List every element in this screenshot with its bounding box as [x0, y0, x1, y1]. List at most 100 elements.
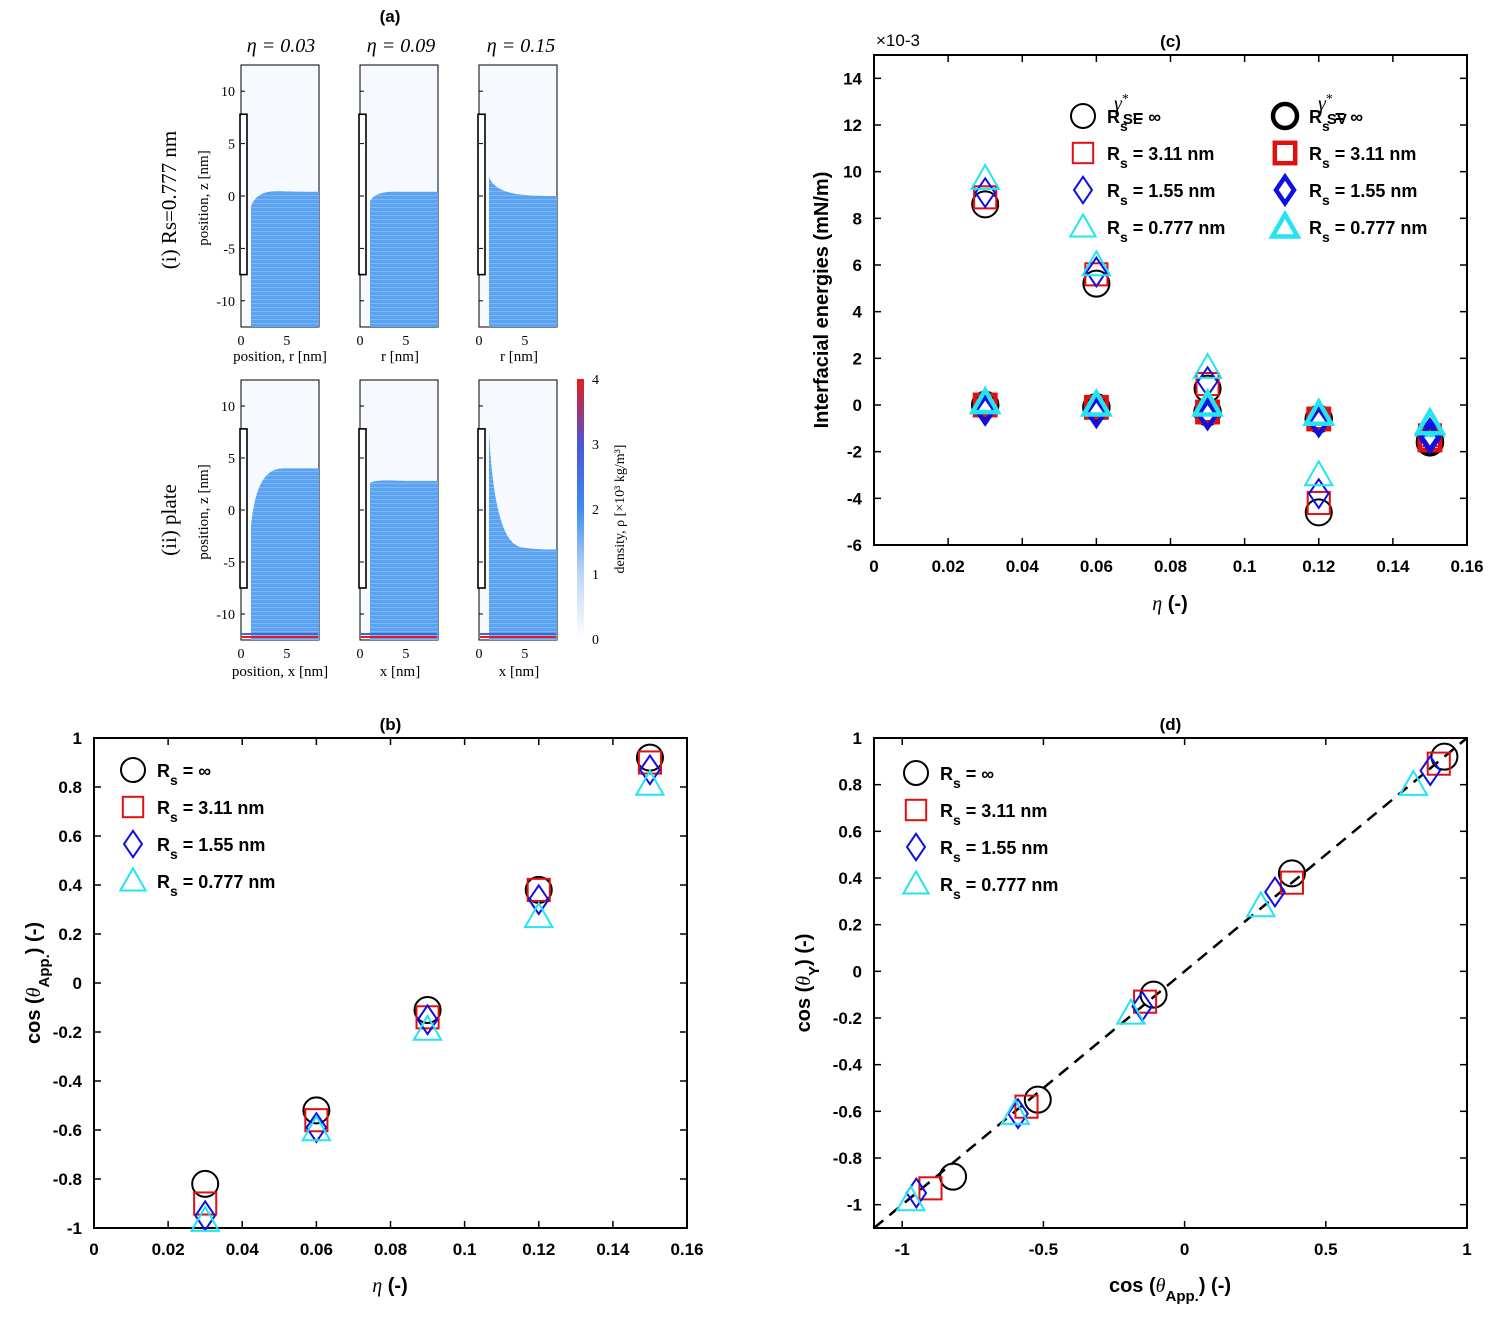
triangle-marker: [999, 1098, 1031, 1125]
triangle-marker: [901, 869, 931, 895]
legend-label: Rs = 3.11 nm: [1309, 144, 1416, 171]
wall-layer: [480, 636, 556, 638]
square-marker: [1071, 141, 1095, 165]
x-tick-label: 0.08: [374, 1240, 407, 1259]
y-tick-label: -0.8: [53, 1170, 82, 1189]
y-tick-label: 0.6: [58, 827, 82, 846]
legend-label: Rs = 3.11 nm: [157, 798, 264, 825]
triangle-marker: [301, 1114, 332, 1142]
square-marker: [1306, 490, 1331, 516]
triangle-marker: [412, 1013, 443, 1041]
legend-label: Rs = 0.777 nm: [1309, 218, 1427, 245]
colorbar-tick: 4: [592, 373, 599, 388]
legend-label: Rs = ∞: [1309, 107, 1363, 134]
plot-area: [873, 54, 1468, 546]
x-tick-label: 0: [476, 647, 483, 662]
z-tick-label: 10: [221, 85, 235, 100]
circle-marker: [1304, 498, 1333, 527]
solid-probe: [477, 113, 486, 276]
triangle-marker: [1302, 397, 1336, 427]
solid-probe: [358, 428, 367, 589]
triangle-marker: [1397, 769, 1429, 796]
solid-probe: [239, 113, 248, 276]
x-tick-label: 0: [238, 334, 245, 349]
square-marker: [526, 877, 551, 902]
chart-title: (b): [380, 715, 402, 734]
diamond-marker: [1307, 404, 1331, 439]
legend-header: γ* SV: [1318, 92, 1347, 129]
triangle-marker: [1413, 406, 1447, 436]
colorbar-tick: 1: [592, 568, 599, 583]
chart-title: (d): [1160, 715, 1182, 734]
diamond-marker: [1007, 1097, 1029, 1130]
x-tick-label: 0.16: [1450, 557, 1483, 576]
square-marker: [304, 1108, 329, 1133]
wall-layer: [361, 633, 437, 635]
diamond-marker: [1195, 397, 1220, 432]
legend-label: Rs = 1.55 nm: [1107, 181, 1215, 208]
y-tick-label: 6: [853, 256, 862, 275]
legend-label: Rs = ∞: [940, 764, 994, 791]
circle-marker: [1277, 859, 1306, 888]
x-tick-label: 0: [476, 334, 483, 349]
y-tick-label: -0.8: [833, 1149, 862, 1168]
z-tick-label: 0: [228, 190, 235, 205]
ylabel-z-top: position, z [nm]: [196, 150, 212, 245]
x-tick-label: 0: [357, 334, 364, 349]
wall-layer: [480, 633, 556, 635]
y-tick-label: 12: [843, 116, 862, 135]
circle-marker: [413, 995, 442, 1024]
legend-label: Rs = 3.11 nm: [940, 801, 1047, 828]
x-axis-label: η (-): [1152, 593, 1187, 615]
z-tick-label: -10: [216, 295, 235, 310]
triangle-marker: [969, 163, 1001, 190]
triangle-marker: [1268, 209, 1302, 239]
x-tick-label: 0: [238, 647, 245, 662]
wall-layer: [361, 636, 437, 638]
y-tick-label: 0.4: [838, 869, 862, 888]
wall-layer: [242, 636, 318, 638]
triangle-marker: [523, 901, 555, 929]
x-tick-label: 1: [1462, 1240, 1471, 1259]
square-marker: [1014, 1094, 1039, 1119]
legend-label: Rs = 1.55 nm: [1309, 181, 1417, 208]
x-tick-label: 0.08: [1154, 557, 1187, 576]
liquid-region: [370, 191, 438, 327]
y-tick-label: 0.8: [58, 778, 82, 797]
diamond-marker: [1419, 754, 1442, 787]
colorbar-tick: 3: [592, 438, 599, 453]
triangle-marker: [1079, 387, 1113, 417]
legend-label: Rs = ∞: [157, 761, 211, 788]
colorbar-label: density, ρ [×10³ kg/m³]: [613, 445, 628, 574]
y-tick-label: 2: [853, 349, 862, 368]
plot-area: [93, 737, 688, 1229]
x-axis-label: cos (θApp.) (-): [1109, 1275, 1231, 1305]
diamond-marker: [905, 832, 927, 862]
liquid-region: [370, 480, 438, 640]
series-square: [193, 750, 662, 1216]
x-tick-label: 5: [402, 334, 409, 349]
circle-marker: [1082, 269, 1111, 298]
x-tick-label: 0: [89, 1240, 98, 1259]
z-tick-label: -5: [223, 556, 235, 571]
ylabel-z-bottom: position, z [nm]: [196, 464, 212, 559]
y-tick-label: 0: [853, 396, 862, 415]
z-tick-label: 10: [221, 400, 235, 415]
x-tick-label: 0.1: [453, 1240, 477, 1259]
liquid-region: [251, 190, 319, 327]
y-tick-label: -0.6: [53, 1121, 82, 1140]
x-tick-label: 0.06: [1080, 557, 1113, 576]
y-tick-label: 1: [853, 729, 862, 748]
y-tick-label: -0.2: [833, 1009, 862, 1028]
liquid-region: [251, 468, 319, 640]
x-tick-label: 0.04: [226, 1240, 260, 1259]
x-tick-label: 0.14: [596, 1240, 630, 1259]
y-tick-label: -1: [67, 1219, 82, 1238]
legend-label: Rs = ∞: [1107, 107, 1161, 134]
x-tick-label: 5: [402, 647, 409, 662]
x-axis-label: η (-): [372, 1275, 407, 1297]
triangle-marker: [189, 1204, 221, 1232]
diamond-marker: [973, 392, 997, 427]
x-tick-label: 0.1: [1233, 557, 1257, 576]
panel-b: 0 0.02 0.04 0.06 0.08 0.1 0.12 0.14 0.16 -1 -0.8 -0…: [23, 715, 704, 1297]
